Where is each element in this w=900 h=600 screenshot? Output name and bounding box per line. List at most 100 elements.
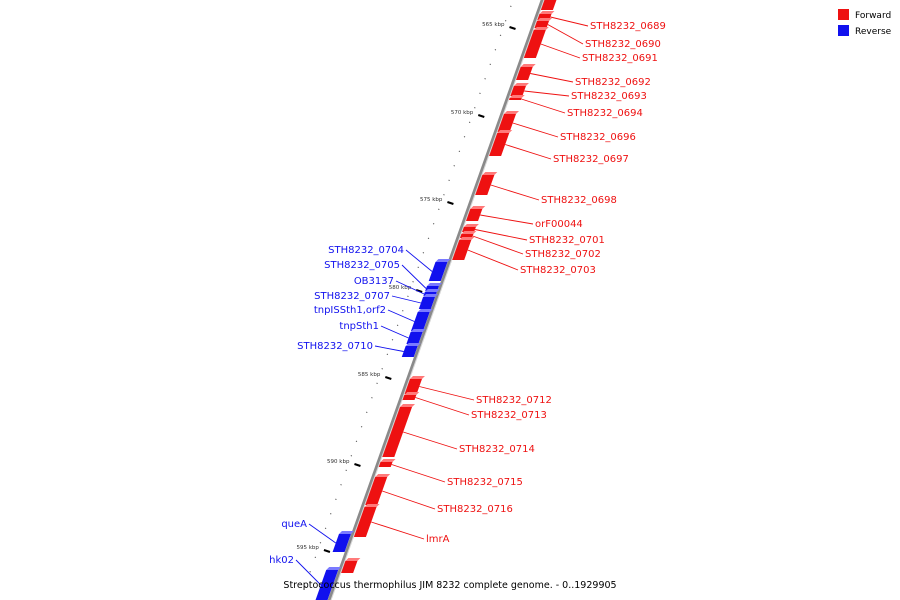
major-tick [323, 549, 331, 553]
minor-tick [438, 208, 440, 211]
gene-label-OB3137: OB3137 [354, 276, 425, 295]
label-leader [547, 24, 584, 45]
gene-name: STH8232_0694 [567, 108, 643, 119]
gene-STH8232_0704[interactable] [428, 259, 451, 281]
minor-tick [427, 237, 430, 240]
gene-body [406, 332, 423, 344]
gene-STH8232_0692[interactable] [516, 64, 536, 80]
tick-label: 590 kbp [327, 459, 350, 465]
gene-tnpISSth1,orf2[interactable] [411, 309, 433, 331]
gene-STH8232_0696[interactable] [497, 111, 519, 132]
minor-tick [329, 513, 332, 515]
legend-forward-swatch [838, 9, 849, 20]
gene-STH8232_0697[interactable] [489, 130, 513, 156]
gene-top-face [539, 11, 555, 14]
label-leader [380, 325, 409, 339]
gene-top-face [364, 504, 380, 507]
gene-queA[interactable] [332, 531, 354, 552]
gene-body [353, 507, 377, 537]
label-leader [530, 73, 574, 83]
map-title: Streptococcus thermophilus JIM 8232 comp… [283, 580, 616, 591]
gene-top-face [380, 459, 396, 462]
gene-name: queA [281, 519, 307, 530]
gene-name: STH8232_0693 [571, 91, 647, 102]
gene-label-STH8232_0703: STH8232_0703 [467, 249, 596, 276]
minor-tick [371, 397, 373, 399]
gene-lmrA[interactable] [353, 504, 380, 537]
gene-name: STH8232_0691 [582, 53, 658, 64]
gene-STH8232_0714[interactable] [382, 404, 416, 457]
label-leader [480, 214, 534, 225]
gene-label-STH8232_0716: STH8232_0716 [382, 490, 513, 515]
gene-top-face [409, 376, 425, 379]
label-leader [395, 280, 425, 295]
gene-tnpSth1[interactable] [406, 329, 426, 344]
gene-top-face [470, 206, 486, 209]
label-leader [382, 490, 436, 510]
gene-label-STH8232_0701: STH8232_0701 [474, 229, 605, 246]
label-leader [467, 249, 519, 271]
gene-name: STH8232_0697 [553, 154, 629, 165]
gene-label-tnpSth1: tnpSth1 [339, 321, 409, 339]
major-tick [447, 201, 454, 205]
gene-top-face [461, 231, 477, 234]
gene-STH8232_0712[interactable] [404, 376, 425, 394]
gene-name: STH8232_0703 [520, 265, 596, 276]
major-ticks: 565 kbp 570 kbp 575 kbp 580 kbp 585 kbp 590 k… [297, 22, 516, 553]
gene-body [404, 379, 422, 394]
gene-top-face [459, 237, 475, 240]
gene-STH8232_0707[interactable] [418, 294, 439, 309]
gene-top-face [435, 259, 451, 262]
gene-body [332, 534, 351, 552]
gene-body [497, 114, 516, 132]
gene-label-STH8232_0705: STH8232_0705 [324, 260, 427, 289]
gene-body [462, 227, 476, 232]
gene-STH8232_0693[interactable] [510, 83, 529, 96]
gene-unnamed-top[interactable] [540, 0, 561, 10]
gene-features [315, 0, 561, 600]
label-leader [550, 16, 589, 27]
gene-name: STH8232_0696 [560, 132, 636, 143]
gene-body [508, 98, 522, 100]
gene-orF00044[interactable] [466, 206, 486, 221]
gene-STH8232_0690[interactable] [534, 18, 552, 28]
gene-STH8232_0716[interactable] [365, 474, 391, 505]
gene-name: STH8232_0689 [590, 21, 666, 32]
major-tick [354, 463, 361, 467]
gene-top-face [338, 531, 354, 534]
gene-top-face [537, 18, 552, 21]
gene-name: STH8232_0715 [447, 477, 523, 488]
gene-label-STH8232_0694: STH8232_0694 [521, 98, 643, 119]
gene-label-hk02: hk02 [269, 555, 322, 586]
gene-name: tnpSth1 [339, 321, 379, 332]
gene-STH8232_0694[interactable] [508, 95, 525, 100]
gene-name: OB3137 [354, 276, 394, 287]
gene-name: STH8232_0716 [437, 504, 513, 515]
gene-top-face [410, 329, 426, 332]
minor-tick [504, 20, 507, 22]
gene-body [540, 0, 557, 10]
gene-body [418, 297, 436, 309]
gene-STH8232_0698[interactable] [475, 172, 498, 195]
gene-label-STH8232_0702: STH8232_0702 [472, 235, 601, 260]
gene-STH8232_0703[interactable] [452, 237, 475, 260]
gene-STH8232_0713[interactable] [402, 392, 420, 400]
tick-label: 565 kbp [482, 22, 505, 28]
gene-STH8232_0710[interactable] [401, 343, 421, 357]
gene-STH8232_0701[interactable] [462, 224, 479, 232]
minor-tick [345, 469, 347, 472]
gene-label-STH8232_0689: STH8232_0689 [550, 16, 666, 32]
gene-STH8232_0702[interactable] [460, 231, 477, 238]
gene-body [489, 133, 510, 156]
minor-tick [386, 353, 389, 356]
gene-STH8232_0715[interactable] [378, 459, 396, 467]
minor-tick [335, 498, 337, 501]
gene-body [378, 462, 393, 467]
gene-STH8232_0691[interactable] [523, 27, 549, 58]
gene-top-face [345, 558, 361, 561]
gene-unnamed-bottom[interactable] [341, 558, 361, 573]
minor-tick [417, 266, 419, 269]
gene-hk02[interactable] [315, 567, 342, 600]
tick-label: 575 kbp [420, 197, 443, 203]
tick-label: 595 kbp [297, 545, 320, 551]
